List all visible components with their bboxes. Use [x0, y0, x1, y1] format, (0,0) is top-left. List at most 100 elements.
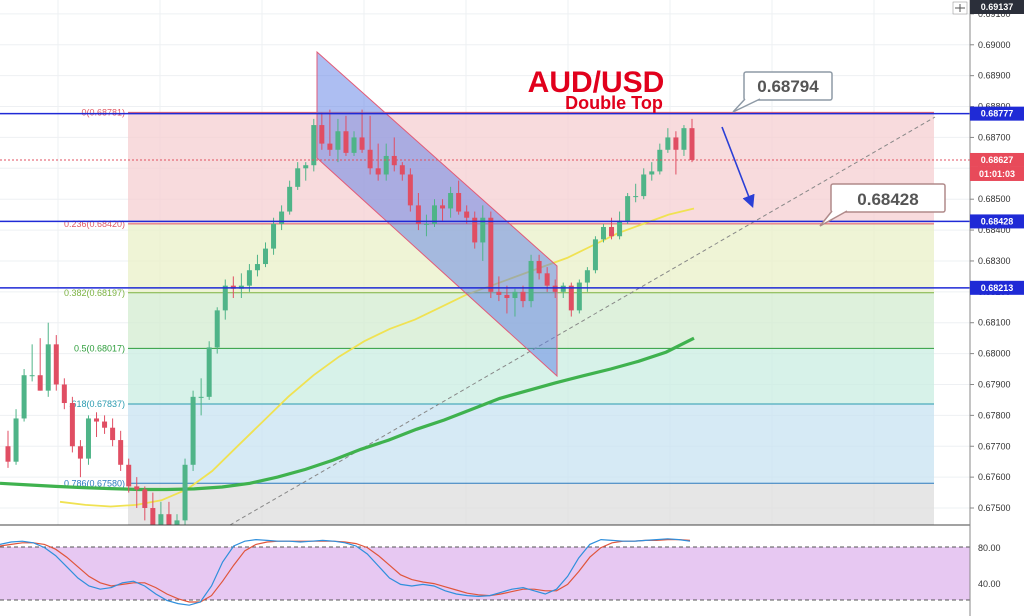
candle-body	[263, 248, 269, 265]
callout-mid: 0.68428	[819, 183, 946, 227]
fib-level-label: 0.5(0.68017)	[74, 343, 125, 353]
ma-fast-line	[59, 207, 695, 508]
top-price-badge: 0.69137	[981, 2, 1014, 12]
candle-body	[319, 125, 325, 144]
candlestick-series	[5, 109, 695, 539]
fib-level-label: 0.786(0.67580)	[64, 478, 125, 488]
axis-tick-label: 0.67700	[978, 441, 1011, 451]
candle-body	[13, 418, 19, 462]
candle-body	[53, 344, 59, 385]
candle-body	[552, 285, 558, 292]
chart-title-text: AUD/USD	[528, 66, 665, 99]
candle-body	[327, 143, 333, 150]
candle-body	[29, 375, 35, 377]
candle-body	[198, 396, 204, 398]
price-axis: 0.691000.690000.689000.688000.687000.686…	[969, 0, 1024, 616]
axis-tick-label: 0.68700	[978, 132, 1011, 142]
fib-level-label: 0.382(0.68197)	[64, 288, 125, 298]
candle-body	[166, 514, 172, 533]
axis-tick-label: 0.68000	[978, 349, 1011, 359]
fib-band	[128, 348, 934, 404]
candle-body	[190, 396, 196, 465]
candle-body	[504, 294, 510, 299]
candle-body	[69, 403, 75, 447]
candle-body	[94, 418, 100, 422]
axis-tick-label: 0.67800	[978, 410, 1011, 420]
current-price-tag-text: 0.68627	[981, 155, 1014, 165]
candle-body	[407, 174, 413, 206]
candle-body	[295, 168, 301, 187]
candle-body	[681, 128, 687, 150]
candle-body	[592, 239, 598, 271]
chart-title: AUD/USD Double Top	[528, 66, 665, 113]
candle-body	[367, 149, 373, 169]
callout-top-text: 0.68794	[757, 77, 819, 96]
price-tag-bg	[970, 280, 1024, 295]
candle-body	[464, 211, 470, 218]
candle-body	[633, 196, 639, 198]
fib-band	[128, 112, 934, 224]
current-price-tag-bg	[970, 152, 1024, 167]
ma-slow-line	[0, 336, 695, 492]
candle-body	[568, 285, 574, 311]
candle-body	[544, 273, 550, 286]
candle-body	[351, 137, 357, 153]
price-tag-text: 0.68777	[981, 109, 1014, 119]
candle-body	[102, 421, 108, 428]
axis-tick-label: 0.68300	[978, 256, 1011, 266]
candle-body	[21, 375, 27, 419]
price-tag-text: 0.68213	[981, 283, 1014, 293]
candle-body	[496, 291, 502, 295]
candle-body	[431, 205, 437, 224]
candle-body	[271, 223, 277, 249]
fib-band	[128, 403, 934, 484]
fib-level-label: .618(0.67837)	[69, 399, 125, 409]
axis-tick-label: 0.68800	[978, 102, 1011, 112]
candle-body	[254, 264, 260, 271]
candle-body	[488, 217, 494, 292]
candle-body	[134, 486, 140, 490]
candle-body	[617, 220, 623, 237]
candle-body	[222, 285, 228, 311]
candle-body	[600, 226, 606, 240]
candle-body	[448, 193, 454, 209]
callout-mid-text: 0.68428	[857, 190, 918, 209]
price-tag-text: 0.68428	[981, 216, 1014, 226]
candle-body	[182, 464, 188, 521]
price-tag-bg	[970, 214, 1024, 229]
candle-body	[456, 193, 462, 212]
candle-body	[536, 260, 542, 274]
oscillator-level-80: 80.00	[978, 543, 1001, 553]
price-tag-bg	[970, 106, 1024, 121]
countdown-tag-text: 01:01:03	[979, 169, 1015, 179]
support-resistance-lines	[0, 112, 970, 289]
axis-tick-label: 0.67500	[978, 503, 1011, 513]
crosshair-icon[interactable]	[952, 1, 968, 15]
candle-body	[335, 131, 341, 150]
candle-body	[311, 125, 317, 166]
candle-body	[415, 205, 421, 224]
candle-body	[480, 217, 486, 243]
axis-tick-label: 0.68900	[978, 71, 1011, 81]
oscillator-k-line	[0, 538, 691, 606]
candle-body	[110, 427, 116, 441]
axis-tick-label: 0.67600	[978, 472, 1011, 482]
moving-averages	[0, 207, 695, 508]
down-arrow-icon	[721, 126, 755, 208]
candle-body	[528, 260, 534, 302]
candle-body	[118, 440, 124, 465]
axis-tick-label: 0.67900	[978, 379, 1011, 389]
candle-body	[440, 205, 446, 209]
candle-body	[37, 375, 43, 391]
trend-line	[229, 116, 936, 526]
candle-body	[77, 446, 83, 459]
candle-body	[512, 291, 518, 299]
candle-body	[142, 489, 148, 509]
candle-body	[657, 149, 663, 172]
callout-top: 0.68794	[732, 71, 833, 113]
candle-body	[287, 186, 293, 212]
candle-body	[150, 508, 156, 527]
fib-level-label: 0(0.68781)	[81, 107, 125, 117]
candle-body	[673, 137, 679, 150]
